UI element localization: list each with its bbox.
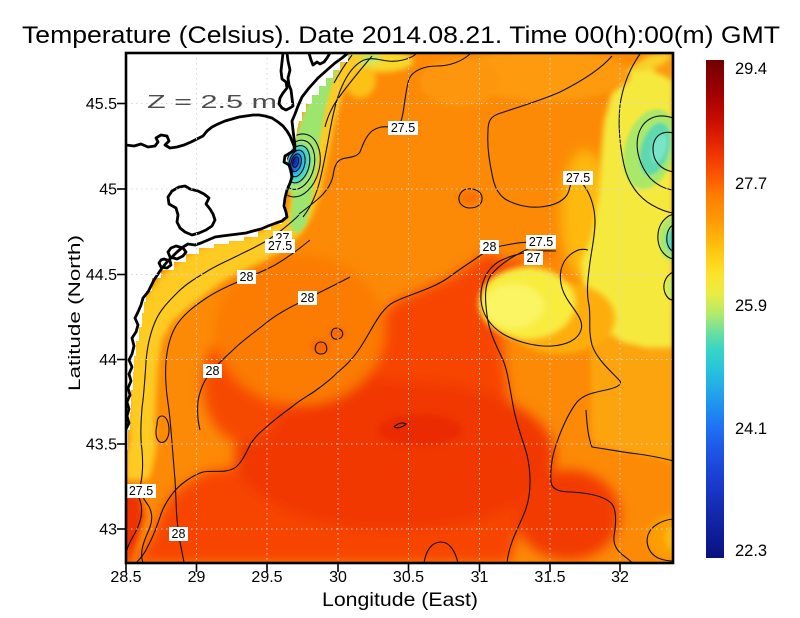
svg-text:28.5: 28.5 [110, 569, 141, 586]
svg-text:43: 43 [99, 522, 117, 539]
svg-text:28: 28 [206, 364, 220, 378]
svg-text:29: 29 [188, 569, 206, 586]
svg-text:30.5: 30.5 [393, 569, 424, 586]
svg-text:Temperature (Celsius). Date 20: Temperature (Celsius). Date 2014.08.21. … [22, 22, 780, 49]
svg-text:30: 30 [329, 569, 347, 586]
svg-text:45.5: 45.5 [86, 96, 117, 113]
svg-text:27: 27 [527, 251, 541, 265]
svg-text:43.5: 43.5 [86, 437, 117, 454]
svg-text:24.1: 24.1 [735, 420, 767, 438]
svg-text:27.7: 27.7 [735, 175, 767, 193]
svg-text:45: 45 [99, 182, 117, 199]
svg-text:31.5: 31.5 [534, 569, 565, 586]
svg-text:44: 44 [99, 352, 117, 369]
svg-text:32: 32 [611, 569, 629, 586]
svg-text:25.9: 25.9 [735, 297, 767, 315]
svg-text:Z = 2.5 m: Z = 2.5 m [147, 92, 277, 112]
svg-text:28: 28 [172, 527, 186, 541]
svg-text:22.3: 22.3 [735, 542, 767, 560]
svg-text:44.5: 44.5 [86, 267, 117, 284]
svg-text:28: 28 [483, 240, 497, 254]
svg-text:28: 28 [240, 270, 254, 284]
svg-text:Longitude (East): Longitude (East) [322, 589, 478, 611]
svg-text:27.5: 27.5 [529, 235, 553, 249]
svg-text:Latitude (North): Latitude (North) [65, 235, 84, 391]
svg-text:29.5: 29.5 [251, 569, 282, 586]
svg-text:29.4: 29.4 [735, 60, 767, 78]
svg-text:28: 28 [301, 291, 315, 305]
svg-text:27.5: 27.5 [268, 239, 292, 253]
svg-text:27.5: 27.5 [129, 484, 153, 498]
svg-text:27.5: 27.5 [391, 121, 415, 135]
svg-text:27.5: 27.5 [566, 171, 590, 185]
svg-text:31: 31 [471, 569, 489, 586]
